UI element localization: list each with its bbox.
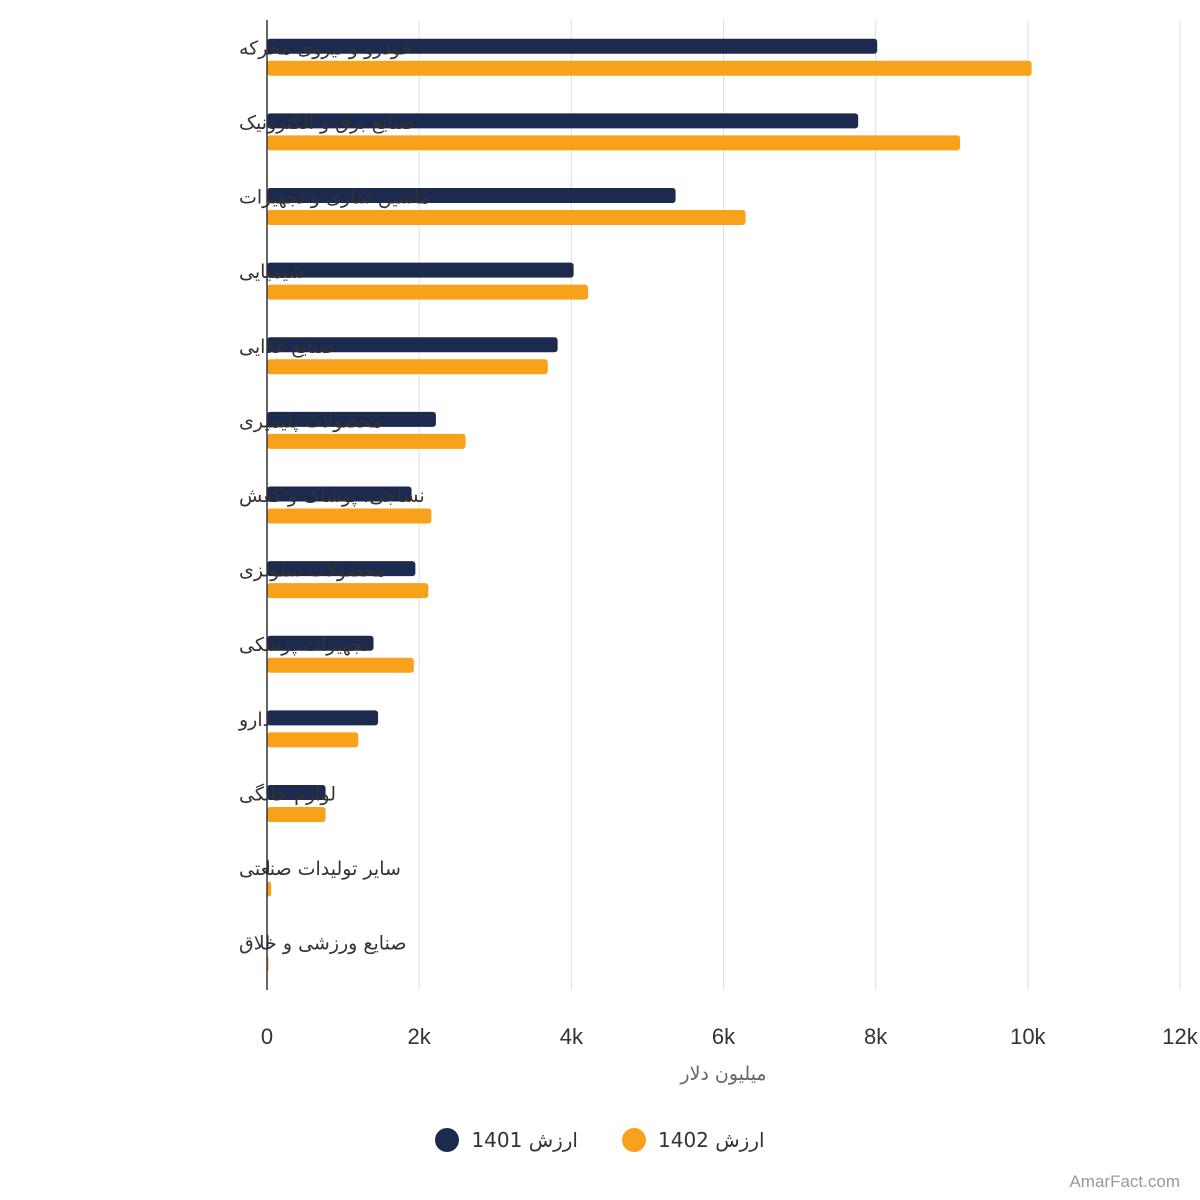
category-label: محصولات سلولزی: [239, 560, 386, 582]
bar-1402[interactable]: [267, 135, 961, 151]
bar-1402[interactable]: [267, 732, 359, 748]
credit-link[interactable]: AmarFact.com: [1069, 1172, 1180, 1191]
x-tick-label: 8k: [864, 1024, 888, 1049]
bar-1402[interactable]: [267, 210, 746, 226]
legend-label-1402: ارزش 1402: [658, 1128, 765, 1152]
bar-1402[interactable]: [267, 583, 429, 599]
category-label: صنایع برق و الکترونیک: [239, 112, 415, 134]
legend-marker-1402: [622, 1128, 646, 1152]
legend-label-1401: ارزش 1401: [471, 1128, 578, 1152]
category-label: صنایع ورزشی و خلاق: [239, 933, 406, 955]
category-label: شیمیایی: [239, 261, 304, 283]
bar-1401[interactable]: [267, 561, 416, 577]
bar-1401[interactable]: [267, 710, 379, 726]
bar-1402[interactable]: [267, 508, 432, 524]
x-tick-label: 12k: [1162, 1024, 1198, 1049]
bar-1402[interactable]: [267, 806, 326, 822]
legend-item-1402[interactable]: ارزش 1402: [622, 1128, 765, 1152]
gridlines: [418, 20, 1181, 990]
x-tick-label: 10k: [1010, 1024, 1046, 1049]
category-label: سایر تولیدات صنعتی: [239, 858, 401, 880]
bars: [267, 38, 1032, 972]
bar-1401[interactable]: [267, 113, 859, 129]
legend: ارزش 1401 ارزش 1402: [0, 1122, 1200, 1158]
bar-1401[interactable]: [267, 337, 558, 353]
category-label: ماشین سازی و تجهیزات: [239, 187, 430, 209]
bar-1401[interactable]: [267, 38, 878, 54]
category-label: نساجی، پوشاک و کفش: [239, 485, 425, 507]
bar-1402[interactable]: [267, 359, 548, 375]
category-label: صنایع غذایی: [239, 336, 334, 358]
category-label: لوازم خانگی: [239, 782, 336, 805]
bar-1401[interactable]: [267, 411, 436, 427]
category-label: محصولات پلیمیری: [239, 410, 382, 432]
x-axis-title: میلیون دلار: [679, 1063, 766, 1085]
bar-1401[interactable]: [267, 635, 374, 651]
category-label: دارو: [238, 709, 271, 731]
legend-item-1401[interactable]: ارزش 1401: [435, 1128, 578, 1152]
bar-1402[interactable]: [267, 284, 589, 300]
legend-marker-1401: [435, 1128, 460, 1152]
bar-1401[interactable]: [267, 262, 574, 278]
category-label: تجهیزات پزشکی: [239, 634, 369, 656]
x-tick-label: 2k: [408, 1024, 432, 1049]
bar-1401[interactable]: [267, 188, 676, 204]
bar-1402[interactable]: [267, 657, 414, 673]
labels: 0 2k 4k 6k 8k 10k 12k خودرو و نیروی محرکه صنایع …: [238, 37, 1199, 1085]
category-label: خودرو و نیروی محرکه: [239, 37, 412, 59]
x-tick-label: 0: [261, 1024, 273, 1049]
x-tick-label: 4k: [560, 1024, 584, 1049]
bar-1402[interactable]: [267, 60, 1032, 76]
bar-1401[interactable]: [267, 486, 412, 502]
x-tick-label: 6k: [712, 1024, 736, 1049]
bar-1402[interactable]: [267, 433, 466, 449]
bar-1401[interactable]: [267, 784, 326, 800]
bar-1402[interactable]: [267, 881, 272, 897]
